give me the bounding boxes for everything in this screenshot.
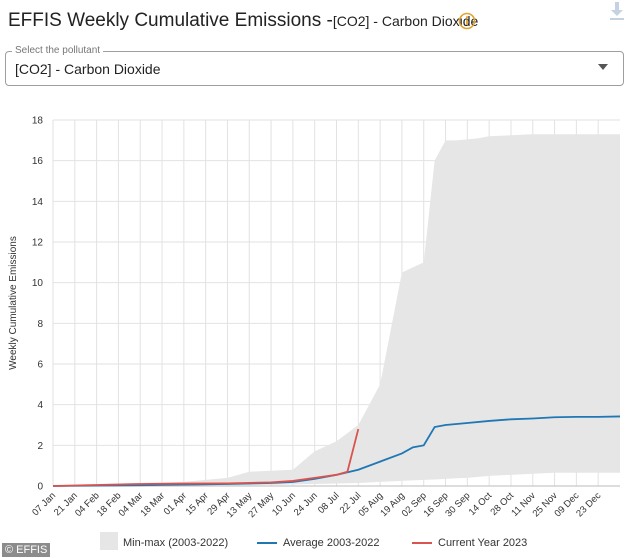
legend-average-label: Average 2003-2022	[283, 537, 379, 549]
page-title: EFFIS Weekly Cumulative Emissions -[CO2]…	[8, 10, 478, 32]
x-tick-label: 18 Mar	[138, 490, 167, 519]
y-axis-title: Weekly Cumulative Emissions	[8, 236, 19, 370]
legend-band-swatch	[100, 532, 118, 550]
pollutant-select[interactable]	[5, 51, 624, 86]
x-tick-label: 30 Sep	[443, 490, 472, 519]
image-credit: © EFFIS	[2, 543, 51, 557]
y-tick-label: 18	[32, 116, 44, 127]
caret-down-icon[interactable]	[598, 64, 608, 70]
pollutant-select-label: Select the pollutant	[12, 45, 104, 56]
min-max-band	[53, 134, 620, 486]
y-tick-label: 12	[32, 238, 44, 249]
title-main: EFFIS Weekly Cumulative Emissions -	[8, 10, 333, 31]
info-icon[interactable]	[458, 12, 476, 30]
x-tick-label: 01 Apr	[162, 490, 189, 517]
y-tick-label: 14	[32, 197, 44, 208]
download-icon[interactable]	[606, 0, 628, 22]
x-tick-label: 08 Jul	[316, 490, 342, 516]
x-tick-label: 23 Dec	[574, 490, 603, 519]
legend-band-label: Min-max (2003-2022)	[123, 537, 228, 549]
y-tick-label: 10	[32, 278, 44, 289]
y-tick-label: 8	[37, 319, 43, 330]
y-tick-label: 0	[37, 482, 43, 493]
title-pollutant: [CO2] - Carbon Dioxide	[332, 13, 479, 29]
current-year-line	[52, 428, 360, 487]
x-tick-label: 07 Jan	[30, 490, 58, 518]
pollutant-select-value[interactable]: [CO2] - Carbon Dioxide	[15, 61, 161, 77]
x-tick-label: 10 Jun	[270, 490, 298, 518]
y-tick-label: 2	[37, 441, 43, 452]
y-tick-label: 16	[32, 156, 44, 167]
y-tick-label: 6	[37, 360, 43, 371]
legend-current-label: Current Year 2023	[438, 537, 527, 549]
x-tick-label: 24 Jun	[292, 490, 320, 518]
x-tick-label: 14 Oct	[467, 490, 495, 518]
x-tick-label: 15 Apr	[184, 490, 211, 517]
y-tick-label: 4	[37, 400, 43, 411]
